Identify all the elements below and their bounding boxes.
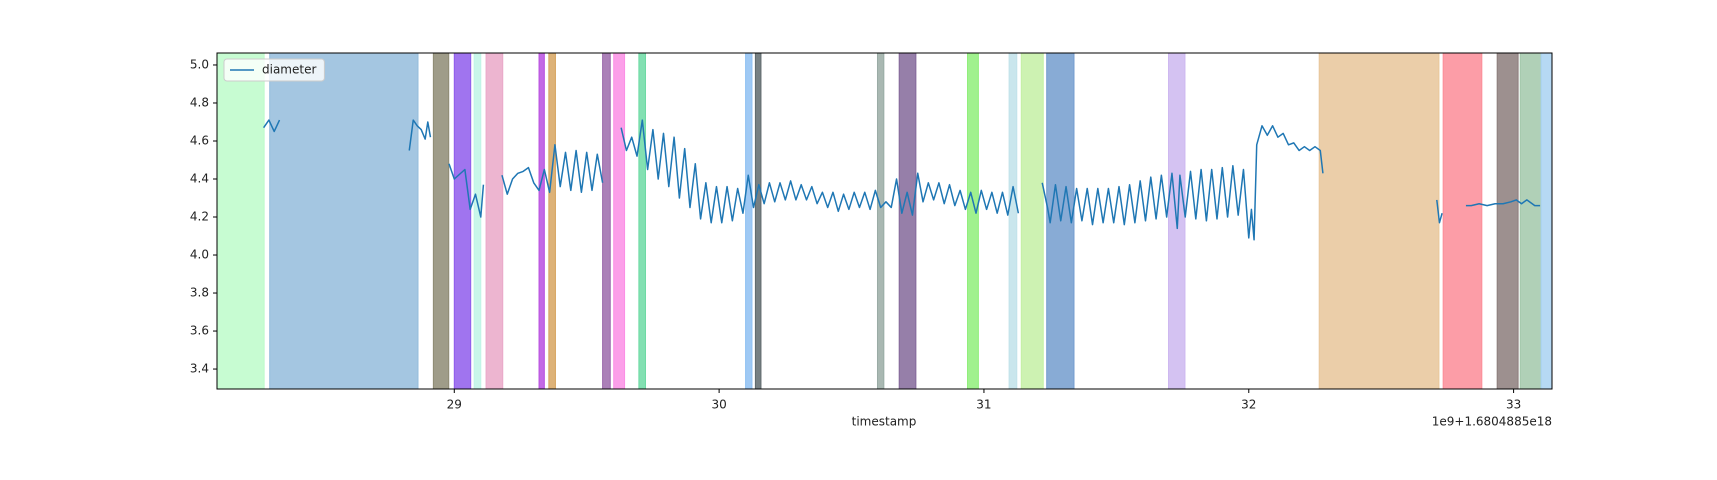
y-tick-label: 3.6 [190, 324, 209, 338]
span [1318, 52, 1440, 390]
span [1540, 52, 1553, 390]
line-segment [408, 119, 432, 151]
span [1442, 52, 1483, 390]
x-tick-label: 33 [1506, 398, 1521, 412]
x-tick-label: 29 [447, 398, 462, 412]
x-tick-label: 31 [976, 398, 991, 412]
span [1020, 52, 1044, 390]
span [269, 52, 419, 390]
span [876, 52, 885, 390]
y-tick-label: 4.4 [190, 172, 209, 186]
y-tick-label: 4.6 [190, 133, 209, 147]
span [754, 52, 762, 390]
span [216, 52, 265, 390]
y-tick-label: 3.4 [190, 362, 209, 376]
span [473, 52, 482, 390]
legend-label: diameter [262, 63, 316, 77]
span [898, 52, 917, 390]
span [613, 52, 626, 390]
y-tick-label: 5.0 [190, 57, 209, 71]
span [602, 52, 611, 390]
legend: diameter [223, 58, 325, 82]
line-segment [1465, 199, 1541, 207]
span [432, 52, 450, 390]
plot-area [216, 52, 1553, 390]
span [745, 52, 753, 390]
x-offset-label: 1e9+1.6804885e18 [1432, 415, 1552, 429]
line-segment [262, 119, 281, 133]
span [967, 52, 979, 390]
axes-frame [216, 52, 1553, 390]
x-tick-label: 30 [711, 398, 726, 412]
span [638, 52, 646, 390]
span [1519, 52, 1542, 390]
span [1496, 52, 1519, 390]
line-segment [448, 163, 485, 218]
line-segment [1041, 125, 1324, 241]
x-tick-label: 32 [1241, 398, 1256, 412]
x-axis-label: timestamp [852, 415, 917, 429]
y-tick-label: 4.2 [190, 210, 209, 224]
span [548, 52, 556, 390]
line-segment [501, 144, 604, 195]
line-segment [1436, 199, 1443, 224]
span [1008, 52, 1018, 390]
span [485, 52, 504, 390]
span [453, 52, 472, 390]
y-tick-label: 4.8 [190, 95, 209, 109]
y-tick-label: 4.0 [190, 248, 209, 262]
legend-box [223, 58, 325, 82]
span [538, 52, 545, 390]
y-tick-label: 3.8 [190, 286, 209, 300]
line-segment [620, 119, 1020, 224]
